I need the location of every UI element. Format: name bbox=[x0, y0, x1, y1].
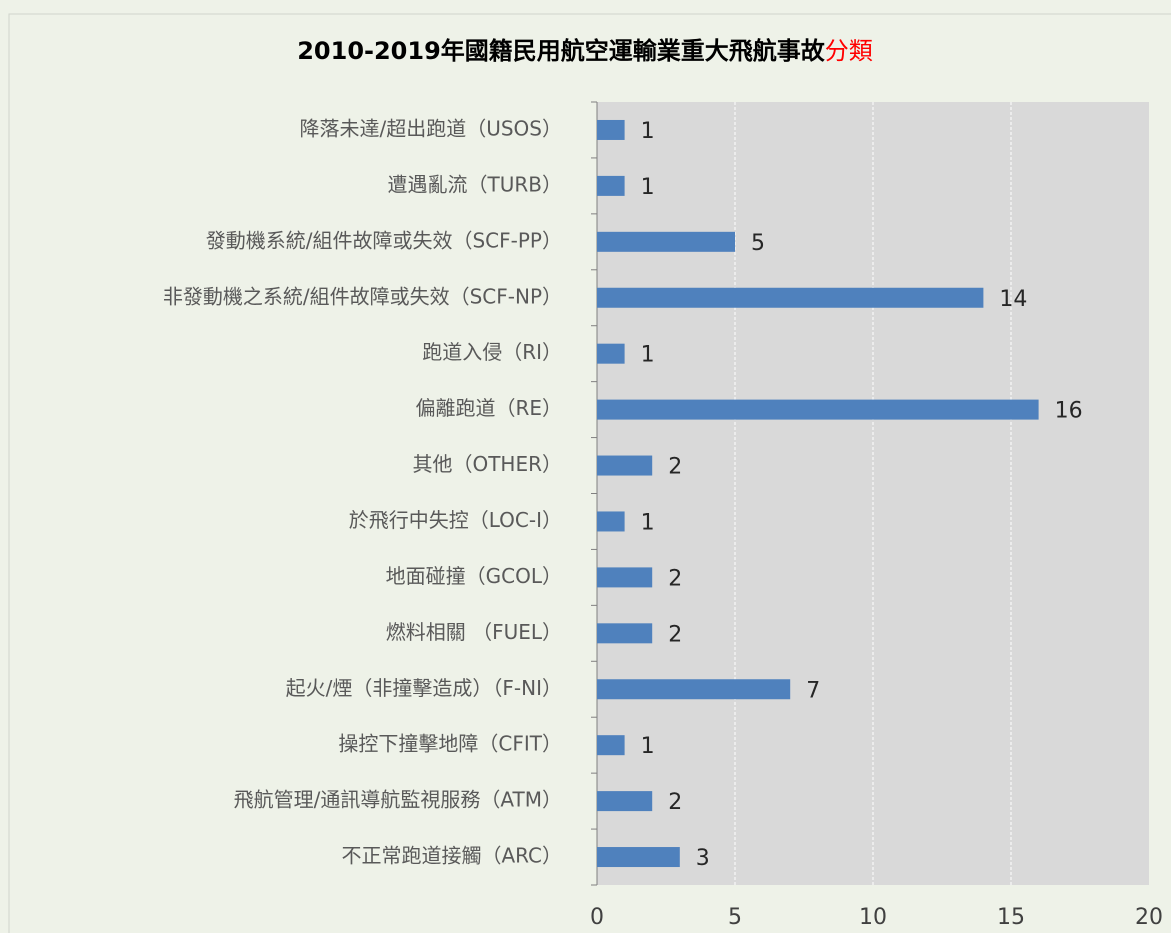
y-tick-label: 地面碰撞（GCOL） bbox=[386, 564, 562, 588]
y-tick-label: 燃料相關 （FUEL） bbox=[386, 620, 562, 644]
y-tick-label: 於飛行中失控（LOC-I） bbox=[349, 508, 562, 532]
y-tick-label: 偏離跑道（RE） bbox=[415, 396, 562, 420]
bar bbox=[597, 175, 625, 196]
bar bbox=[597, 791, 653, 812]
data-label: 1 bbox=[641, 510, 655, 535]
y-tick-label: 降落未達/超出跑道（USOS） bbox=[299, 116, 562, 140]
title-main: 2010-2019年國籍民用航空運輸業重大飛航事故 bbox=[297, 37, 826, 65]
y-tick-label: 遭遇亂流（TURB） bbox=[388, 172, 562, 196]
frame bbox=[8, 13, 1171, 933]
x-tick-label: 5 bbox=[728, 905, 742, 930]
bar bbox=[597, 287, 984, 308]
data-label: 1 bbox=[641, 343, 655, 368]
data-label: 5 bbox=[751, 231, 765, 256]
bar bbox=[597, 231, 735, 252]
bar bbox=[597, 567, 653, 588]
data-label: 1 bbox=[641, 119, 655, 144]
data-label: 2 bbox=[668, 622, 682, 647]
title-highlight: 分類 bbox=[825, 37, 873, 65]
y-tick-label: 發動機系統/組件故障或失效（SCF-PP） bbox=[206, 228, 562, 252]
y-tick-label: 其他（OTHER） bbox=[412, 452, 562, 476]
y-tick-label: 操控下撞擊地障（CFIT） bbox=[338, 732, 562, 756]
data-label: 14 bbox=[999, 287, 1027, 312]
data-label: 2 bbox=[668, 566, 682, 591]
data-label: 7 bbox=[806, 678, 820, 703]
data-label: 2 bbox=[668, 455, 682, 480]
y-tick-label: 起火/煙（非撞擊造成）（F-NI） bbox=[286, 676, 562, 700]
x-tick-label: 10 bbox=[859, 905, 887, 930]
bar bbox=[597, 623, 653, 644]
bar bbox=[597, 343, 625, 364]
data-label: 2 bbox=[668, 790, 682, 815]
bar bbox=[597, 119, 625, 140]
y-tick-label: 飛航管理/通訊導航監視服務（ATM） bbox=[234, 788, 562, 812]
bar bbox=[597, 847, 680, 868]
x-tick-label: 0 bbox=[590, 905, 604, 930]
data-label: 1 bbox=[641, 734, 655, 759]
x-tick-label: 15 bbox=[997, 905, 1025, 930]
x-tick-label: 20 bbox=[1135, 905, 1163, 930]
data-label: 1 bbox=[641, 175, 655, 200]
y-tick-label: 跑道入侵（RI） bbox=[422, 340, 562, 364]
y-tick-label: 不正常跑道接觸（ARC） bbox=[341, 844, 562, 868]
y-tick-label: 非發動機之系統/組件故障或失效（SCF-NP） bbox=[163, 284, 562, 308]
bar bbox=[597, 455, 653, 476]
data-label: 16 bbox=[1055, 399, 1083, 424]
bar bbox=[597, 679, 791, 700]
bar bbox=[597, 399, 1039, 420]
chart-title: 2010-2019年國籍民用航空運輸業重大飛航事故分類 bbox=[297, 37, 873, 65]
data-label: 3 bbox=[696, 846, 710, 871]
bar bbox=[597, 511, 625, 532]
bar bbox=[597, 735, 625, 756]
